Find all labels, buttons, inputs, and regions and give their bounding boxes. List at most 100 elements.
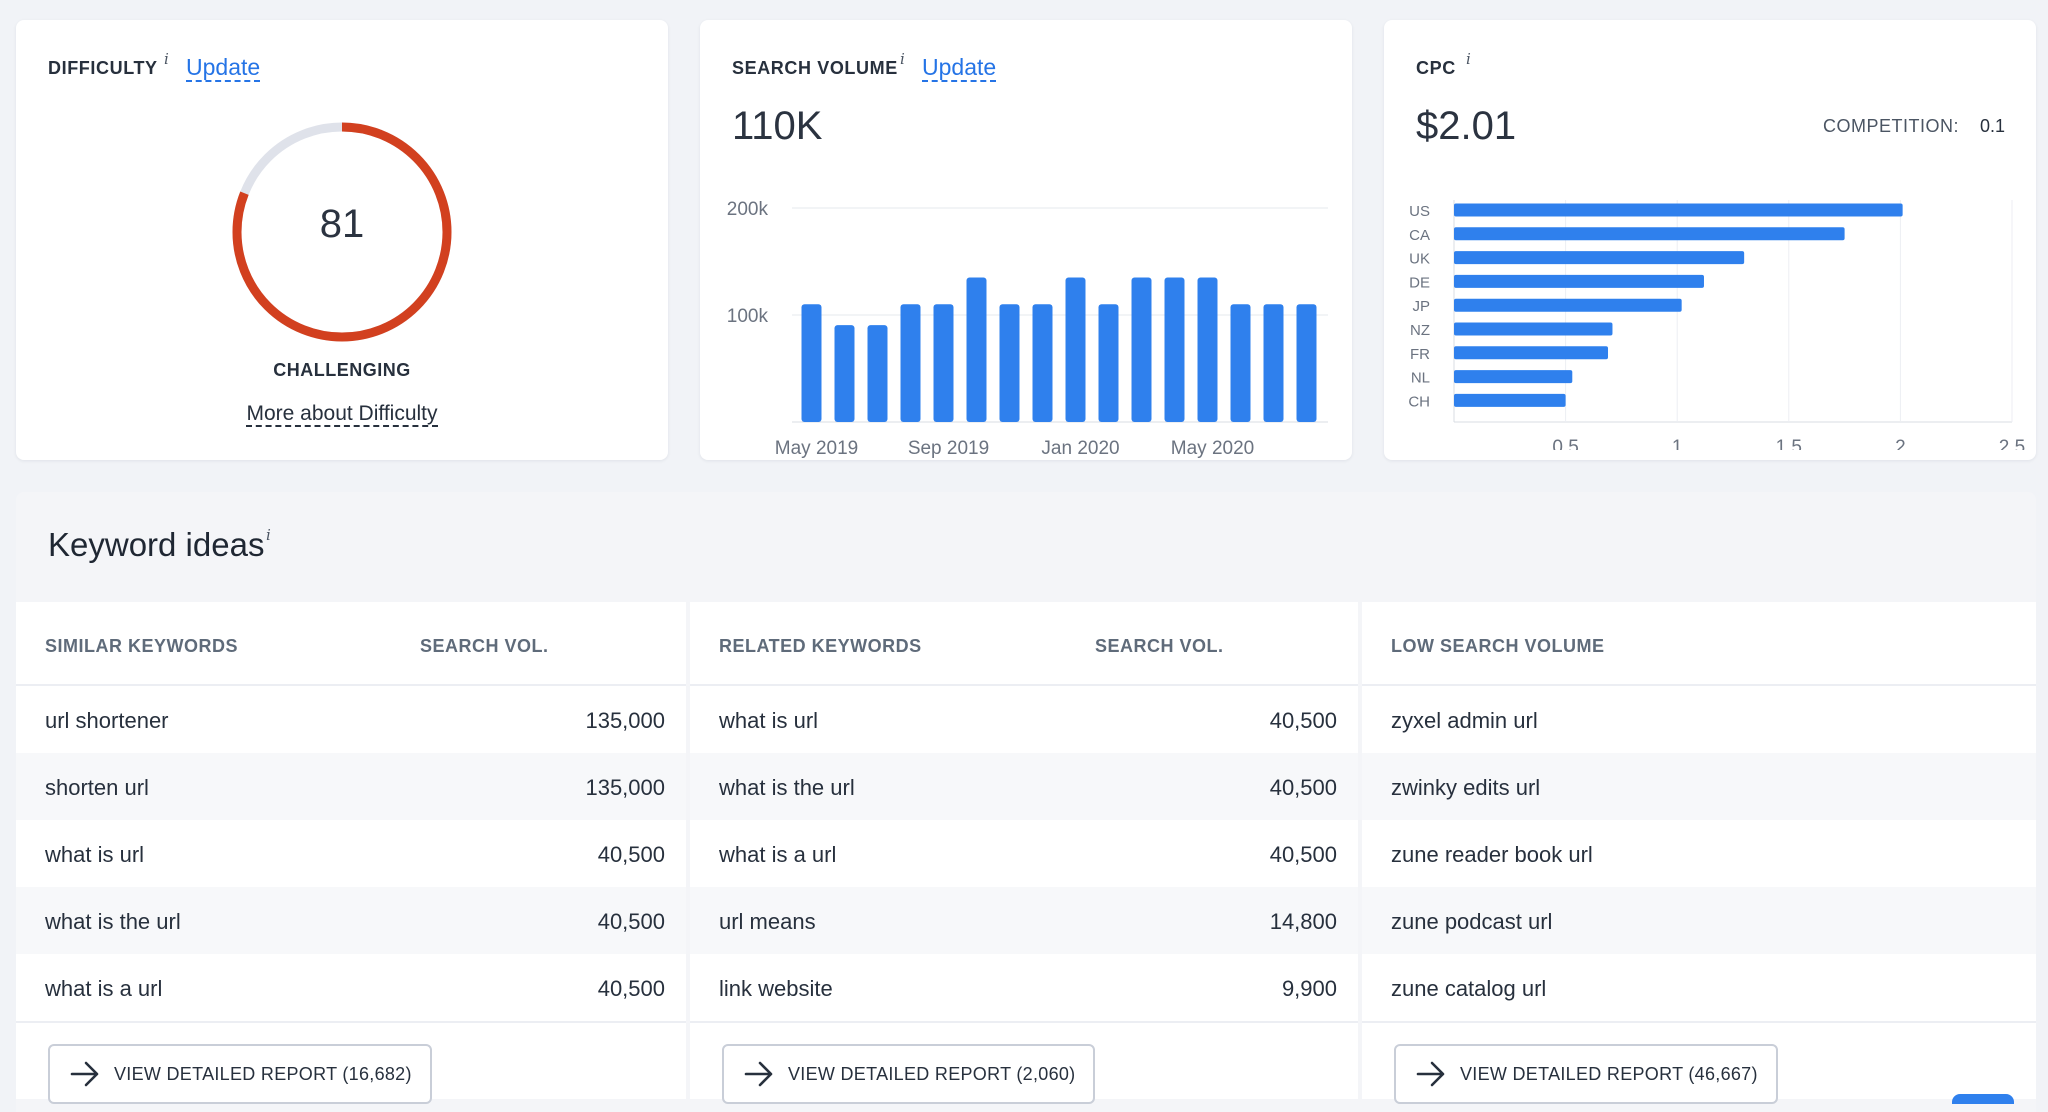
- cpc-bar[interactable]: [1454, 298, 1682, 312]
- view-low-volume-report-button[interactable]: VIEW DETAILED REPORT (46,667): [1394, 1044, 1778, 1104]
- volume-bar[interactable]: [1164, 277, 1185, 422]
- keyword-text[interactable]: link website: [719, 976, 833, 1001]
- keyword-text[interactable]: what is a url: [719, 842, 837, 867]
- volume-bar[interactable]: [1230, 304, 1251, 422]
- x-tick-label: May 2020: [1171, 438, 1254, 459]
- difficulty-info-icon[interactable]: i: [164, 50, 169, 68]
- low-search-volume-header-label: LOW SEARCH VOLUME: [1391, 636, 1605, 656]
- y-tick-label: 100k: [727, 306, 769, 327]
- volume-bar[interactable]: [900, 304, 921, 422]
- volume-bar[interactable]: [999, 304, 1020, 422]
- keyword-text[interactable]: what is the url: [719, 775, 855, 800]
- keyword-text[interactable]: zwinky edits url: [1391, 775, 1541, 800]
- keyword-text[interactable]: url means: [719, 909, 816, 934]
- difficulty-level: CHALLENGING: [273, 360, 411, 380]
- x-tick-label: 0.5: [1552, 437, 1578, 450]
- difficulty-card: DIFFICULTY i Update 81 CHALLENGING More …: [16, 20, 668, 460]
- table-row[interactable]: what is the url 40,500: [16, 887, 686, 954]
- divider: [690, 1021, 1358, 1023]
- cpc-info-icon[interactable]: i: [1466, 50, 1471, 68]
- keyword-text[interactable]: shorten url: [45, 775, 149, 800]
- volume-bar[interactable]: [1197, 277, 1218, 422]
- similar-keywords-column: SIMILAR KEYWORDS SEARCH VOL. url shorten…: [16, 602, 686, 1104]
- volume-bar[interactable]: [966, 277, 987, 422]
- arrow-right-icon: [70, 1061, 99, 1087]
- country-label: CH: [1408, 393, 1430, 410]
- volume-bar[interactable]: [801, 304, 822, 422]
- table-row[interactable]: what is url 40,500: [16, 820, 686, 887]
- search-volume-value: 9,900: [1281, 976, 1337, 1001]
- volume-bar[interactable]: [867, 325, 888, 422]
- table-row[interactable]: zwinky edits url: [1362, 753, 2036, 820]
- cpc-bar[interactable]: [1454, 322, 1613, 336]
- view-low-volume-report-label: VIEW DETAILED REPORT (46,667): [1460, 1064, 1758, 1084]
- search-volume-value: 135,000: [585, 775, 665, 800]
- table-row[interactable]: what is a url 40,500: [690, 820, 1358, 887]
- table-row[interactable]: what is the url 40,500: [690, 753, 1358, 820]
- search-volume-chart: 100k 200k May 2019 Sep 2019 Jan 2020 May 2020: [727, 199, 1328, 459]
- arrow-right-icon: [744, 1061, 773, 1087]
- keyword-text[interactable]: url shortener: [45, 708, 169, 733]
- difficulty-score: 81: [319, 202, 365, 246]
- table-row[interactable]: zune catalog url: [1362, 954, 2036, 1021]
- help-chat-button[interactable]: [1952, 1094, 2014, 1104]
- table-row[interactable]: what is url 40,500: [690, 686, 1358, 753]
- table-row[interactable]: link website 9,900: [690, 954, 1358, 1021]
- cpc-label: CPC: [1416, 58, 1456, 78]
- volume-bar[interactable]: [1296, 304, 1317, 422]
- country-label: NL: [1411, 370, 1430, 387]
- volume-bar[interactable]: [1131, 277, 1152, 422]
- country-label: UK: [1409, 251, 1430, 268]
- x-tick-label: Sep 2019: [908, 438, 989, 459]
- volume-bar[interactable]: [1065, 277, 1086, 422]
- keyword-text[interactable]: what is the url: [45, 909, 181, 934]
- volume-bar[interactable]: [1263, 304, 1284, 422]
- related-keywords-column: RELATED KEYWORDS SEARCH VOL. what is url…: [690, 602, 1358, 1104]
- country-label: DE: [1409, 274, 1430, 291]
- table-row[interactable]: url shortener 135,000: [16, 686, 686, 753]
- search-vol-header: SEARCH VOL.: [420, 636, 549, 656]
- keyword-text[interactable]: zune catalog url: [1391, 976, 1547, 1001]
- search-volume-value: 14,800: [1269, 909, 1337, 934]
- search-volume-value: 110K: [732, 104, 823, 148]
- table-row[interactable]: url means 14,800: [690, 887, 1358, 954]
- cpc-bar[interactable]: [1454, 203, 1903, 217]
- difficulty-update-link[interactable]: Update: [186, 54, 261, 82]
- view-similar-report-button[interactable]: VIEW DETAILED REPORT (16,682): [48, 1044, 432, 1104]
- cpc-bar[interactable]: [1454, 346, 1609, 360]
- search-volume-card: SEARCH VOLUME i Update 110K 100k 200k May …: [700, 20, 1352, 460]
- search-volume-update-link[interactable]: Update: [922, 54, 997, 82]
- table-row[interactable]: zyxel admin url: [1362, 686, 2036, 753]
- keyword-text[interactable]: zune reader book url: [1391, 842, 1593, 867]
- table-row[interactable]: zune podcast url: [1362, 887, 2036, 954]
- cpc-bar[interactable]: [1454, 274, 1704, 288]
- keyword-text[interactable]: zune podcast url: [1391, 909, 1553, 934]
- similar-keywords-header-label: SIMILAR KEYWORDS: [45, 636, 239, 656]
- keyword-text[interactable]: what is a url: [45, 976, 163, 1001]
- similar-keywords-header: SIMILAR KEYWORDS SEARCH VOL.: [16, 602, 686, 686]
- x-tick-label: 1.5: [1776, 437, 1802, 450]
- cpc-bar[interactable]: [1454, 370, 1573, 384]
- difficulty-gauge-fill: [232, 122, 452, 342]
- cpc-bar[interactable]: [1454, 227, 1845, 241]
- cpc-bar[interactable]: [1454, 251, 1745, 265]
- more-about-difficulty-link[interactable]: More about Difficulty: [246, 402, 438, 427]
- keyword-text[interactable]: what is url: [45, 842, 145, 867]
- view-related-report-button[interactable]: VIEW DETAILED REPORT (2,060): [722, 1044, 1096, 1104]
- volume-bar[interactable]: [933, 304, 954, 422]
- keyword-text[interactable]: what is url: [719, 708, 819, 733]
- volume-bar[interactable]: [1032, 304, 1053, 422]
- cpc-bar[interactable]: [1454, 393, 1566, 407]
- arrow-right-icon: [1416, 1061, 1445, 1087]
- search-volume-value: 40,500: [597, 842, 665, 867]
- keyword-ideas-info-icon[interactable]: i: [266, 526, 271, 544]
- volume-bar[interactable]: [1098, 304, 1119, 422]
- search-volume-info-icon[interactable]: i: [900, 50, 905, 68]
- x-tick-label: 2: [1895, 437, 1906, 450]
- keyword-text[interactable]: zyxel admin url: [1391, 708, 1538, 733]
- table-row[interactable]: shorten url 135,000: [16, 753, 686, 820]
- difficulty-label: DIFFICULTY: [48, 58, 158, 78]
- table-row[interactable]: zune reader book url: [1362, 820, 2036, 887]
- volume-bar[interactable]: [834, 325, 855, 422]
- table-row[interactable]: what is a url 40,500: [16, 954, 686, 1021]
